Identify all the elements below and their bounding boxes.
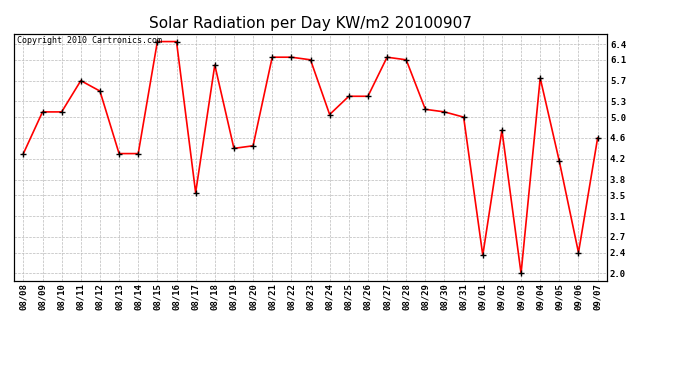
Title: Solar Radiation per Day KW/m2 20100907: Solar Radiation per Day KW/m2 20100907 — [149, 16, 472, 31]
Text: Copyright 2010 Cartronics.com: Copyright 2010 Cartronics.com — [17, 36, 161, 45]
